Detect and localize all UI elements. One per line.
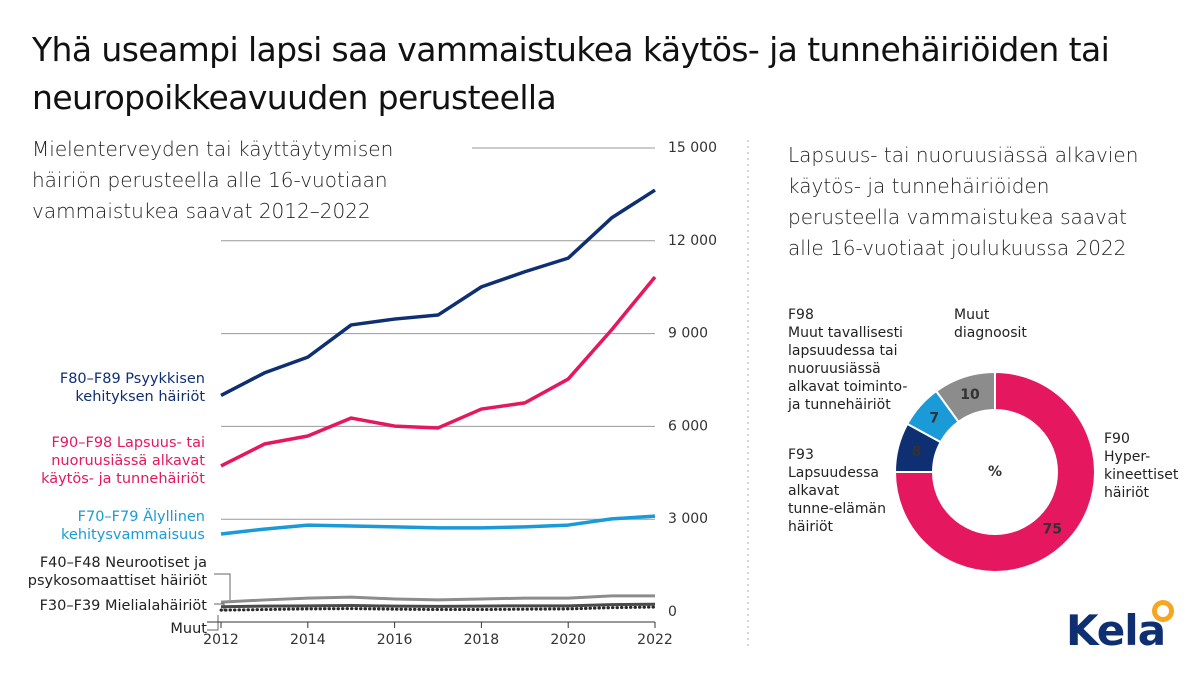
value-label: 75 <box>1043 521 1062 537</box>
x-tick-label: 2022 <box>637 632 673 648</box>
line-series <box>220 514 656 536</box>
value-label: 7 <box>929 410 939 426</box>
category-label: F93 Lapsuudessa alkavat tunne-elämän häi… <box>788 447 886 535</box>
legend-label: F90–F98 Lapsuus- tai nuoruusiässä alkava… <box>41 435 205 487</box>
y-tick-label: 3 000 <box>668 511 708 527</box>
y-tick-label: 15 000 <box>668 140 717 156</box>
line-series <box>220 594 655 604</box>
logo-icon <box>1157 605 1169 617</box>
page-title: Yhä useampi lapsi saa vammaistukea käytö… <box>32 30 1110 117</box>
line-series <box>220 188 656 398</box>
y-tick-label: 12 000 <box>668 233 717 249</box>
pie-segment <box>934 370 996 424</box>
category-label: F90 Hyper- kineettiset häiriöt <box>1104 431 1179 501</box>
x-tick-label: 2012 <box>203 632 239 648</box>
y-tick-label: 9 000 <box>668 326 708 342</box>
category-label: F98 Muut tavallisesti lapsuudessa tai nu… <box>788 307 908 413</box>
line-series <box>220 275 657 468</box>
center-label: % <box>988 464 1002 480</box>
legend-label: F70–F79 Älyllinen kehitysvammaisuus <box>61 509 205 543</box>
value-label: 8 <box>912 444 922 460</box>
x-tick-label: 2016 <box>377 632 413 648</box>
legend-label: F30–F39 Mielialahäiriöt <box>39 598 207 614</box>
y-tick-label: 6 000 <box>668 418 708 434</box>
x-tick-label: 2014 <box>290 632 326 648</box>
pie-segment <box>893 370 1096 573</box>
logo: Kela <box>1066 606 1166 655</box>
line-series <box>219 605 657 612</box>
label-bracket <box>207 573 231 631</box>
chart-title: Mielenterveyden tai käyttäytymisen häiri… <box>32 137 394 223</box>
x-tick-label: 2020 <box>550 632 586 648</box>
legend-label: F80–F89 Psyykkisen kehityksen häiriöt <box>59 371 205 405</box>
line-series <box>220 602 656 609</box>
legend-label: Muut <box>170 621 207 637</box>
y-tick-label: 0 <box>668 604 677 620</box>
chart-title: Lapsuus- tai nuoruusiässä alkavien käytö… <box>788 143 1139 260</box>
x-tick-label: 2018 <box>464 632 500 648</box>
legend-label: F40–F48 Neurootiset ja psykosomaattiset … <box>27 555 207 589</box>
category-label: Muut diagnoosit <box>954 307 1027 341</box>
value-label: 10 <box>960 387 980 403</box>
